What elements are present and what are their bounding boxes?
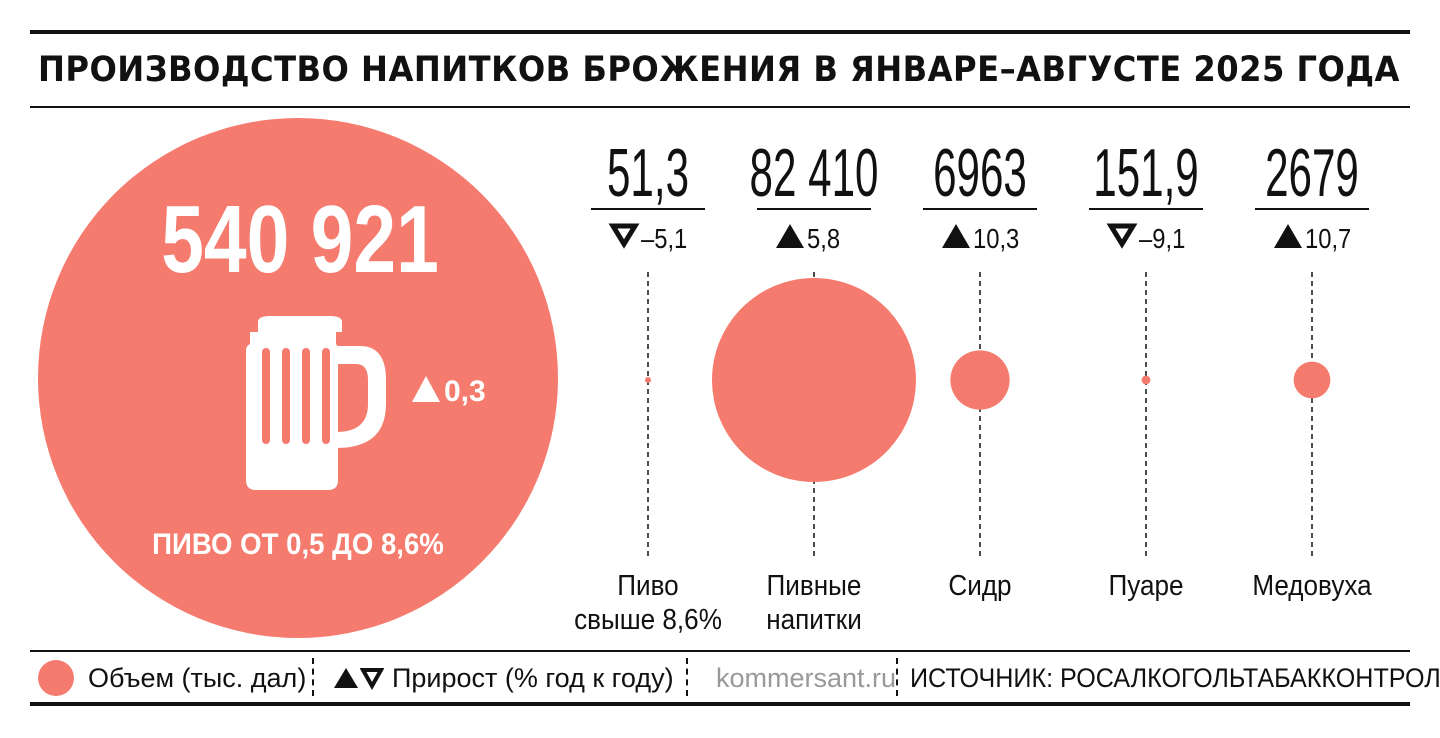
main-triangle-up-icon xyxy=(412,376,440,402)
legend-triangle-up-icon xyxy=(334,668,358,688)
category-label: Пивные xyxy=(767,569,862,602)
footer-divider xyxy=(686,658,688,696)
legend-volume-label: Объем (тыс. дал) xyxy=(88,662,307,693)
bubble xyxy=(712,278,916,482)
bubble xyxy=(950,350,1010,410)
value-label: 151,9 xyxy=(1093,135,1198,211)
growth-label: 10,3 xyxy=(973,222,1019,254)
source: ИСТОЧНИК: РОСАЛКОГОЛЬТАБАККОНТРОЛЬ. xyxy=(910,652,1440,704)
bubble xyxy=(645,377,651,383)
triangle-down-outline-icon xyxy=(1106,223,1138,249)
category-label: Пиво xyxy=(617,569,678,602)
chart-title: ПРОИЗВОДСТВО НАПИТКОВ БРОЖЕНИЯ В ЯНВАРЕ–… xyxy=(38,50,1400,90)
bottom-rule xyxy=(30,702,1410,706)
footer-divider xyxy=(896,658,898,696)
triangle-up-icon xyxy=(942,224,970,248)
triangle-down-outline-icon xyxy=(608,223,640,249)
footer-divider xyxy=(312,658,314,696)
source-label: ИСТОЧНИК: РОСАЛКОГОЛЬТАБАККОНТРОЛЬ. xyxy=(910,662,1440,693)
legend-growth-label: Прирост (% год к году) xyxy=(392,662,674,693)
value-label: 2679 xyxy=(1265,135,1359,211)
beer-mug-stripes xyxy=(262,348,330,444)
triangle-up-icon xyxy=(776,224,804,248)
bubble xyxy=(1293,361,1331,399)
value-label: 6963 xyxy=(933,135,1027,211)
growth-label: 10,7 xyxy=(1305,222,1351,254)
category-label: Медовуха xyxy=(1252,569,1372,602)
bubble xyxy=(1141,375,1151,385)
category-label: свыше 8,6% xyxy=(574,603,722,636)
triangle-up-icon xyxy=(1274,224,1302,248)
site-link[interactable]: kommersant.ru xyxy=(716,652,896,704)
main-category-label: ПИВО ОТ 0,5 ДО 8,6% xyxy=(152,528,444,561)
growth-label: –9,1 xyxy=(1139,222,1185,254)
category-label: Пуаре xyxy=(1108,569,1183,602)
main-growth-label: 0,3 xyxy=(444,375,486,408)
value-label: 82 410 xyxy=(750,135,879,211)
top-rule xyxy=(30,30,1410,34)
footer-top-rule xyxy=(30,650,1410,652)
legend-volume: Объем (тыс. дал) xyxy=(38,652,306,704)
title-rule xyxy=(30,106,1410,108)
category-label: напитки xyxy=(766,603,862,636)
growth-label: 5,8 xyxy=(807,222,840,254)
legend-triangle-down-outline-icon xyxy=(360,668,384,690)
main-value-label: 540 921 xyxy=(161,186,439,293)
value-label: 51,3 xyxy=(607,135,689,211)
bubble-chart: 540 921 0,3 ПИВО ОТ 0,5 ДО 8,6% 51,3 –5,1… xyxy=(38,118,1372,638)
legend-growth: Прирост (% год к году) xyxy=(334,652,674,704)
category-label: Сидр xyxy=(948,569,1011,602)
legend-dot-icon xyxy=(38,660,74,696)
site-label[interactable]: kommersant.ru xyxy=(716,662,897,693)
growth-label: –5,1 xyxy=(641,222,687,254)
